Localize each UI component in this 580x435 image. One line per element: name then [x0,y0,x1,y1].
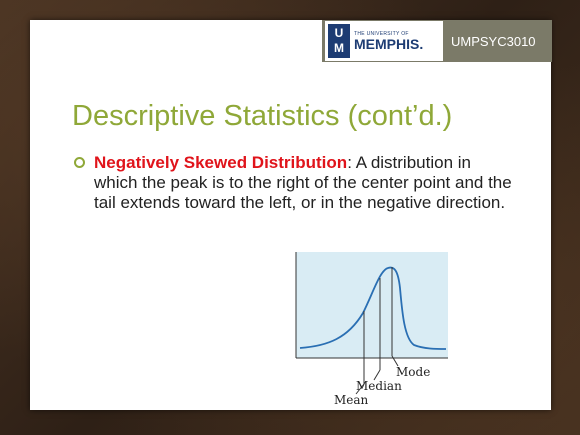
bullet-item: Negatively Skewed Distribution: A distri… [74,153,514,213]
bullet-term: Negatively Skewed Distribution [94,153,348,172]
figure-panel [296,252,448,358]
mode-leader [391,355,399,367]
mode-label: Mode [396,365,430,379]
header-badge: U M THE UNIVERSITY OF MEMPHIS. UMPSYC301… [322,20,552,62]
university-logo: U M THE UNIVERSITY OF MEMPHIS. [325,21,443,61]
mean-label: Mean [334,393,369,407]
distribution-curve [299,266,447,350]
mean-leader [355,383,365,395]
logo-small-text: THE UNIVERSITY OF [354,30,409,37]
bullet-text: Negatively Skewed Distribution: A distri… [94,153,514,213]
median-label: Median [356,379,402,393]
logo-text: THE UNIVERSITY OF MEMPHIS. [354,31,423,52]
slide: U M THE UNIVERSITY OF MEMPHIS. UMPSYC301… [30,20,552,410]
bullet-circle-icon [74,157,85,168]
course-code: UMPSYC3010 [451,33,536,49]
um-logo-icon: U M [328,24,350,58]
median-leader [373,369,381,381]
logo-mark-top: U [334,26,344,40]
logo-mark-bottom: M [334,41,344,55]
bullet-definition: : A distribution in which the peak is to… [94,153,512,212]
slide-title: Descriptive Statistics (cont’d.) [72,100,453,132]
skew-figure: Mode Median Mean [288,248,458,408]
logo-big-text: MEMPHIS. [354,35,424,52]
skew-diagram: Mode Median Mean [295,252,448,407]
